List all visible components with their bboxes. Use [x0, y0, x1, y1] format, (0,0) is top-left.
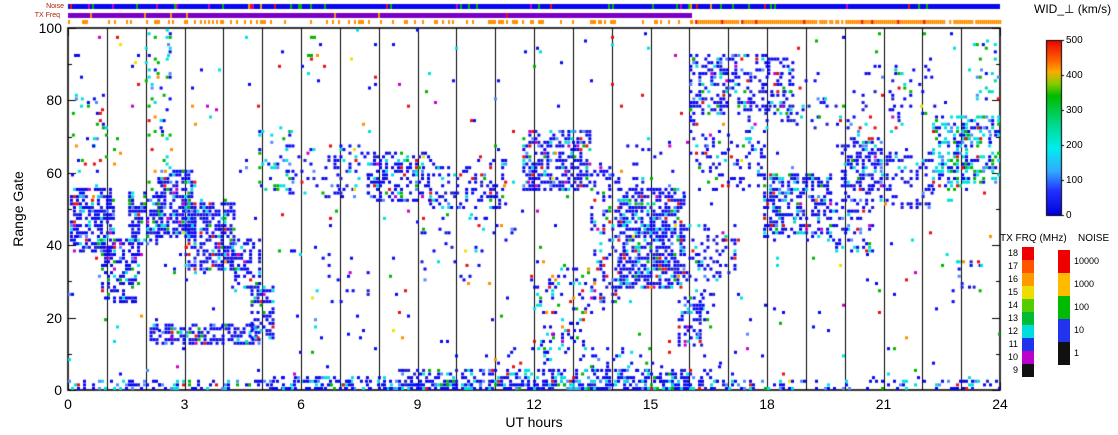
wid-colorbar-tick-label: 0	[1066, 210, 1072, 221]
txfrq-value-label: 10	[1007, 352, 1018, 362]
y-tick-label: 20	[46, 309, 62, 326]
txfrq-value-label: 16	[1007, 274, 1018, 284]
wid-colorbar-tick-label: 100	[1066, 175, 1083, 186]
txfrq-color-swatch	[1022, 351, 1034, 364]
txfrq-legend-item: 17	[1002, 260, 1036, 273]
y-tick-label: 40	[46, 237, 62, 254]
noise-value-label: 100	[1074, 302, 1090, 312]
wid-colorbar-title: WID_⊥ (km/s)	[1034, 2, 1112, 16]
txfrq-color-swatch	[1022, 299, 1034, 312]
txfrq-color-swatch	[1022, 286, 1034, 299]
x-tick-label: 24	[992, 396, 1008, 412]
txfrq-value-label: 17	[1007, 261, 1018, 271]
txfrq-legend-item: 14	[1002, 299, 1036, 312]
txfrq-color-swatch	[1022, 325, 1034, 338]
x-tick-label: 21	[875, 396, 892, 412]
txfrq-color-swatch	[1022, 364, 1034, 377]
noise-color-swatch	[1058, 342, 1070, 365]
txfrq-legend-item: 12	[1002, 325, 1036, 338]
txfrq-value-label: 14	[1007, 300, 1018, 310]
txfreq-strip-label: TX Freq	[34, 12, 60, 19]
noise-color-swatch	[1058, 250, 1070, 273]
txfrq-legend-item: 10	[1002, 351, 1036, 364]
noise-color-swatch	[1058, 319, 1070, 342]
txfrq-color-swatch	[1022, 273, 1034, 286]
txfrq-color-swatch	[1022, 312, 1034, 325]
noise-legend-item: 1	[1058, 342, 1118, 365]
noise-color-swatch	[1058, 296, 1070, 319]
txfrq-color-swatch	[1022, 260, 1034, 273]
txfrq-value-label: 18	[1007, 248, 1018, 258]
txfrq-legend-item: 18	[1002, 247, 1036, 260]
x-tick-label: 18	[759, 396, 775, 412]
y-tick-label: 0	[54, 382, 62, 398]
noise-legend-item: 1000	[1058, 273, 1118, 296]
txfrq-legend-item: 15	[1002, 286, 1036, 299]
txfrq-color-swatch	[1022, 247, 1034, 260]
x-tick-label: 6	[297, 396, 305, 412]
txfrq-legend-item: 16	[1002, 273, 1036, 286]
txfrq-value-label: 11	[1008, 339, 1018, 349]
x-tick-label: 9	[413, 396, 422, 412]
x-tick-label: 0	[64, 396, 72, 412]
x-tick-label: 15	[642, 396, 659, 412]
y-axis-title: Range Gate	[10, 171, 26, 247]
txfrq-value-label: 13	[1007, 313, 1018, 323]
x-tick-label: 12	[526, 396, 542, 412]
noise-legend-title: NOISE	[1078, 233, 1110, 244]
noise-legend-item: 10	[1058, 319, 1118, 342]
noise-color-swatch	[1058, 273, 1070, 296]
txfrq-value-label: 12	[1007, 326, 1018, 336]
txfrq-value-label: 9	[1012, 365, 1018, 375]
wid-colorbar-tick-label: 200	[1066, 140, 1083, 151]
noise-value-label: 10	[1074, 325, 1085, 335]
txfrq-value-label: 15	[1007, 287, 1018, 297]
txfrq-legend-item: 13	[1002, 312, 1036, 325]
noise-value-label: 10000	[1074, 256, 1100, 266]
wid-colorbar-tick-label: 400	[1066, 70, 1083, 81]
wid-colorbar-tick-label: 500	[1066, 35, 1083, 46]
txfrq-color-swatch	[1022, 338, 1034, 351]
noise-legend-item: 100	[1058, 296, 1118, 319]
y-tick-label: 100	[38, 20, 62, 36]
txfrq-legend-item: 11	[1002, 338, 1036, 351]
noise-legend-item: 10000	[1058, 250, 1118, 273]
x-tick-label: 3	[180, 396, 189, 412]
y-tick-label: 80	[46, 92, 62, 109]
wid-colorbar-tick-label: 300	[1066, 105, 1083, 116]
noise-value-label: 1000	[1074, 279, 1095, 289]
noise-strip-label: Noise	[46, 3, 64, 10]
txfrq-legend-item: 9	[1002, 364, 1036, 377]
txfrq-legend-title: TX FRQ (MHz)	[1000, 233, 1067, 244]
x-axis-title: UT hours	[505, 414, 563, 430]
noise-value-label: 1	[1074, 348, 1080, 358]
y-tick-label: 60	[46, 164, 62, 181]
